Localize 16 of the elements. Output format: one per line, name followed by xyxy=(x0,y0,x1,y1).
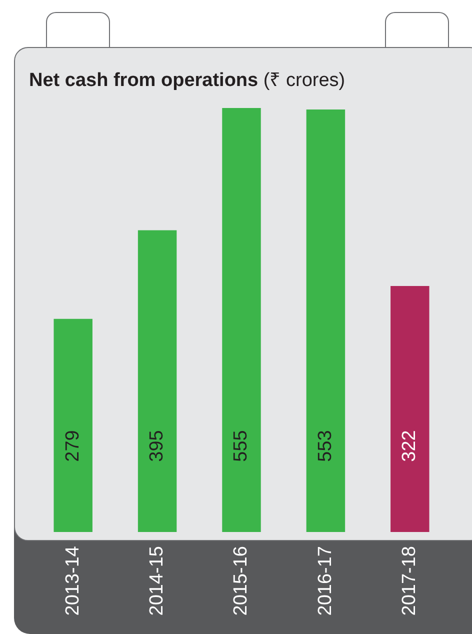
x-tick-label: 2015-16 xyxy=(230,546,252,616)
data-label: 279 xyxy=(62,430,84,462)
bar xyxy=(54,318,92,532)
x-tick-label: 2017-18 xyxy=(399,546,420,616)
bar xyxy=(390,286,430,532)
chart-title: Net cash from operations (₹ crores) xyxy=(29,69,346,92)
data-label: 395 xyxy=(146,430,168,462)
bar xyxy=(222,108,261,532)
x-tick-label: 2013-14 xyxy=(62,546,84,616)
x-tick-label: 2016-17 xyxy=(314,546,336,616)
data-label: 322 xyxy=(399,430,420,462)
bar xyxy=(306,110,346,532)
bar xyxy=(138,230,177,532)
data-label: 553 xyxy=(314,430,336,462)
x-tick-label: 2014-15 xyxy=(146,546,168,616)
data-label: 555 xyxy=(230,430,252,462)
